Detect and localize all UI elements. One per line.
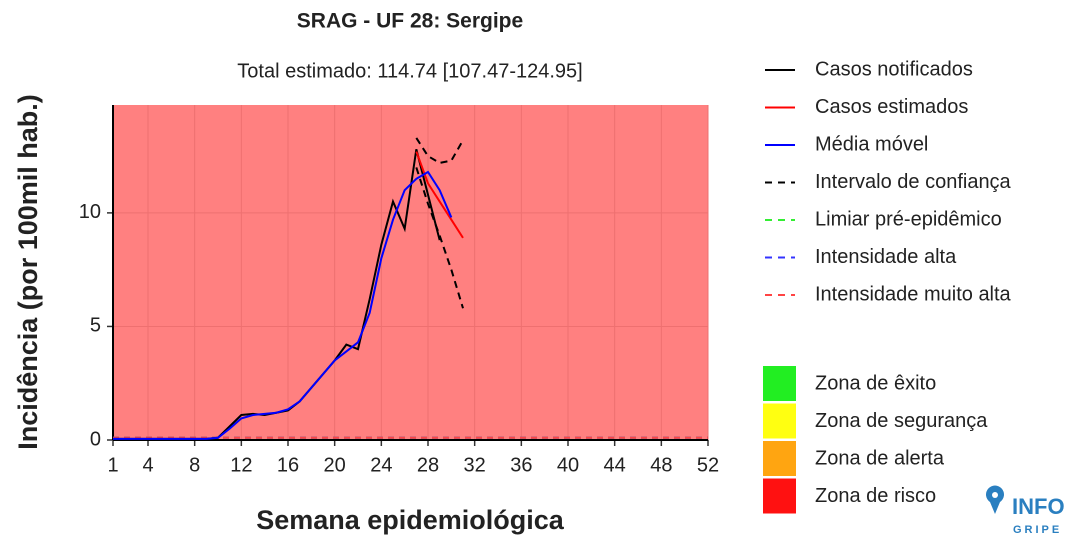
zone-swatch bbox=[763, 478, 796, 514]
y-tick-label: 10 bbox=[79, 201, 101, 223]
x-tick-label: 36 bbox=[510, 454, 532, 476]
y-tick-label: 0 bbox=[90, 428, 101, 450]
logo-pin bbox=[985, 485, 1004, 514]
x-tick-label: 16 bbox=[277, 454, 299, 476]
legend-label: Limiar pré-epidêmico bbox=[815, 208, 1002, 230]
legend-label: Intensidade muito alta bbox=[815, 283, 1012, 305]
y-tick-label: 5 bbox=[90, 315, 101, 337]
x-tick-label: 12 bbox=[230, 454, 252, 476]
zone-label: Zona de segurança bbox=[815, 410, 988, 432]
y-axis-label: Incidência (por 100mil hab.) bbox=[13, 94, 43, 450]
x-tick-label: 8 bbox=[189, 454, 200, 476]
zone-swatch bbox=[763, 403, 796, 439]
series-line bbox=[415, 167, 464, 309]
x-tick-label: 44 bbox=[604, 454, 626, 476]
logo-subtext: GRIPE bbox=[1013, 524, 1062, 536]
zone-swatch bbox=[763, 441, 796, 476]
x-axis-label: Semana epidemiológica bbox=[256, 505, 565, 535]
x-tick-label: 4 bbox=[142, 454, 153, 476]
chart-subtitle: Total estimado: 114.74 [107.47-124.95] bbox=[237, 60, 582, 82]
series-line bbox=[415, 137, 464, 164]
x-tick-label: 48 bbox=[650, 454, 672, 476]
zone-label: Zona de risco bbox=[815, 485, 936, 507]
zone-swatch bbox=[763, 366, 796, 401]
x-tick-label: 20 bbox=[324, 454, 346, 476]
x-tick-label: 28 bbox=[417, 454, 439, 476]
logo-pin-hole bbox=[992, 492, 998, 498]
legend-label: Casos notificados bbox=[815, 58, 973, 80]
series-line bbox=[415, 151, 464, 239]
legend-label: Casos estimados bbox=[815, 96, 968, 118]
zone-label: Zona de êxito bbox=[815, 372, 936, 394]
x-tick-label: 24 bbox=[370, 454, 392, 476]
zone-label: Zona de alerta bbox=[815, 447, 945, 469]
legend-label: Intervalo de confiança bbox=[815, 171, 1012, 193]
x-tick-label: 1 bbox=[107, 454, 118, 476]
legend-label: Intensidade alta bbox=[815, 246, 957, 268]
logo-text: INFO bbox=[1012, 494, 1065, 519]
x-tick-label: 52 bbox=[697, 454, 719, 476]
legend-label: Média móvel bbox=[815, 133, 928, 155]
x-tick-label: 32 bbox=[464, 454, 486, 476]
x-tick-label: 40 bbox=[557, 454, 579, 476]
plot-background bbox=[113, 105, 708, 440]
chart-title: SRAG - UF 28: Sergipe bbox=[297, 10, 523, 33]
series-line bbox=[113, 170, 453, 440]
logo: INFO GRIPE bbox=[985, 485, 1065, 536]
